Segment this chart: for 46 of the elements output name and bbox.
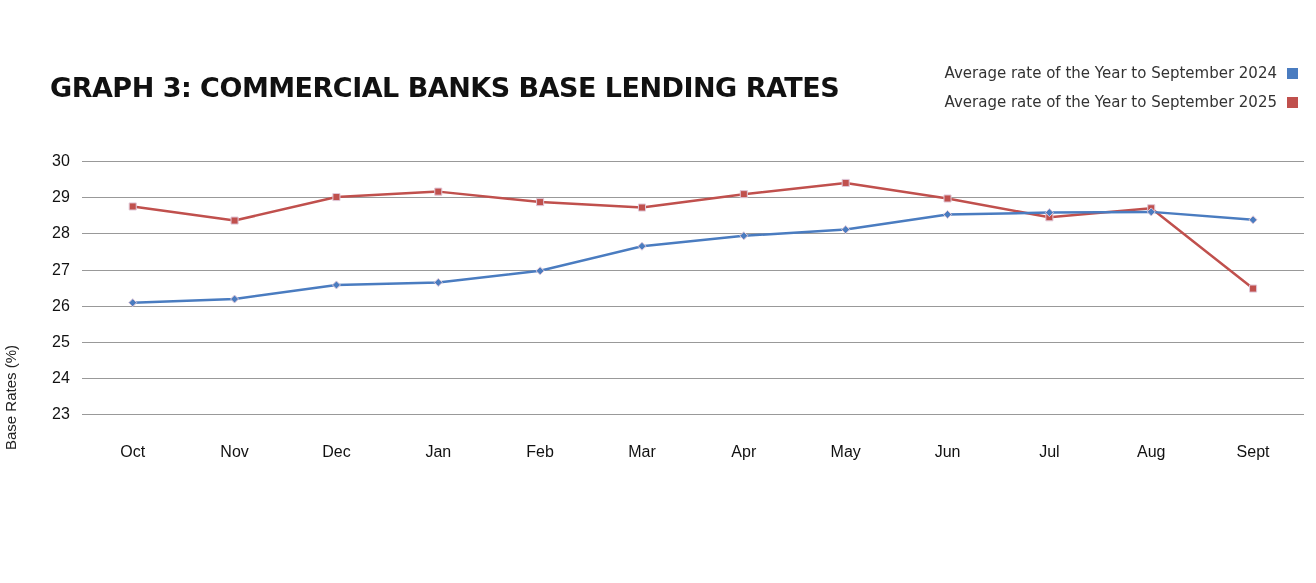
- legend-label: Average rate of the Year to September 2025: [944, 93, 1277, 111]
- point: [841, 225, 851, 235]
- chart-title: GRAPH 3: COMMERCIAL BANKS BASE LENDING RATES: [50, 72, 840, 103]
- point: [1248, 215, 1258, 225]
- y-tick-label: 23: [52, 405, 70, 423]
- y-tick-label: 24: [52, 369, 70, 387]
- x-tick-label: May: [830, 442, 861, 460]
- y-tick-label: 29: [52, 188, 70, 206]
- point: [331, 280, 341, 290]
- y-tick-label: 30: [52, 152, 70, 170]
- point: [434, 187, 443, 196]
- x-tick-label: Oct: [120, 442, 146, 460]
- x-tick-label: Apr: [731, 442, 757, 460]
- point: [943, 194, 952, 203]
- x-tick-label: Sept: [1236, 442, 1271, 460]
- x-tick-label: Nov: [220, 442, 249, 460]
- y-tick-label: 26: [52, 296, 70, 314]
- point: [332, 193, 341, 202]
- y-axis-title: Base Rates (%): [2, 344, 19, 450]
- point: [739, 231, 749, 241]
- point: [128, 202, 137, 211]
- point: [230, 216, 239, 225]
- point: [536, 198, 545, 207]
- point: [1249, 284, 1258, 293]
- point: [1044, 208, 1054, 218]
- x-tick-label: Jan: [425, 442, 452, 460]
- point: [535, 266, 545, 276]
- legend-label: Average rate of the Year to September 2024: [944, 64, 1277, 82]
- x-tick-label: Feb: [526, 442, 555, 460]
- point: [739, 190, 748, 199]
- point: [1146, 207, 1156, 217]
- y-tick-label: 25: [52, 332, 70, 350]
- point: [433, 277, 443, 287]
- point: [637, 241, 647, 251]
- y-tick-label: 27: [52, 260, 70, 278]
- point: [128, 298, 138, 308]
- point: [943, 209, 953, 219]
- x-tick-label: Jun: [934, 442, 961, 460]
- point: [841, 178, 850, 187]
- x-tick-label: Jul: [1039, 442, 1060, 460]
- x-tick-label: Aug: [1136, 442, 1166, 460]
- point: [230, 294, 240, 304]
- x-tick-label: Mar: [628, 442, 657, 460]
- y-tick-label: 28: [52, 224, 70, 242]
- x-tick-label: Dec: [322, 442, 351, 460]
- point: [637, 203, 647, 212]
